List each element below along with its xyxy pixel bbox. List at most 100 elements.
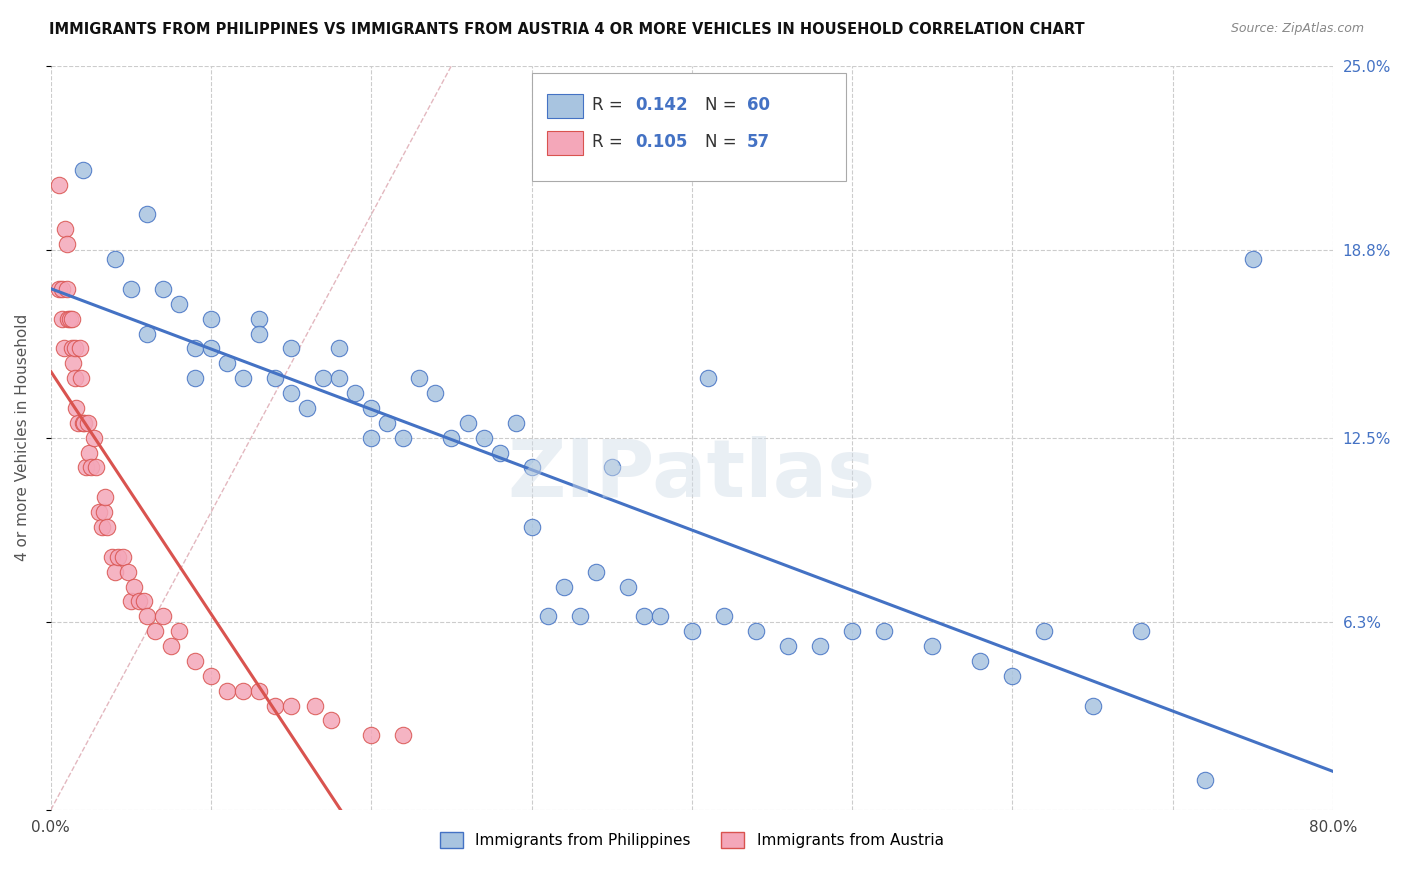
Point	[232, 683, 254, 698]
Point	[360, 431, 382, 445]
Point	[505, 416, 527, 430]
Point	[111, 549, 134, 564]
Point	[585, 565, 607, 579]
Point	[247, 326, 270, 341]
Point	[247, 683, 270, 698]
Point	[841, 624, 863, 639]
Point	[633, 609, 655, 624]
Point	[377, 416, 399, 430]
Bar	[547, 131, 583, 155]
Point	[59, 311, 82, 326]
Point	[1129, 624, 1152, 639]
Point	[100, 549, 122, 564]
Point	[297, 401, 319, 415]
Point	[648, 609, 671, 624]
Point	[280, 342, 302, 356]
Point	[96, 520, 118, 534]
Point	[776, 639, 799, 653]
Point	[104, 252, 127, 266]
Point	[1241, 252, 1264, 266]
Point	[91, 520, 114, 534]
Point	[167, 297, 190, 311]
Point	[104, 565, 127, 579]
Point	[304, 698, 326, 713]
Point	[360, 401, 382, 415]
Point	[184, 654, 207, 668]
Point	[408, 371, 430, 385]
Point	[72, 162, 94, 177]
Point	[321, 714, 343, 728]
Point	[200, 311, 222, 326]
Point	[70, 371, 93, 385]
Point	[200, 342, 222, 356]
Point	[84, 460, 107, 475]
Point	[1081, 698, 1104, 713]
Text: IMMIGRANTS FROM PHILIPPINES VS IMMIGRANTS FROM AUSTRIA 4 OR MORE VEHICLES IN HOU: IMMIGRANTS FROM PHILIPPINES VS IMMIGRANT…	[49, 22, 1085, 37]
Point	[184, 342, 207, 356]
Point	[73, 416, 96, 430]
Point	[969, 654, 991, 668]
Bar	[547, 94, 583, 118]
Point	[520, 460, 543, 475]
Point	[681, 624, 703, 639]
Text: 0.105: 0.105	[636, 133, 688, 152]
Point	[921, 639, 943, 653]
Point	[136, 207, 159, 221]
Point	[280, 698, 302, 713]
Point	[536, 609, 558, 624]
Point	[745, 624, 768, 639]
Point	[217, 356, 239, 370]
Point	[713, 609, 735, 624]
Text: 60: 60	[747, 96, 770, 114]
Point	[264, 698, 287, 713]
Text: Source: ZipAtlas.com: Source: ZipAtlas.com	[1230, 22, 1364, 36]
Point	[472, 431, 495, 445]
Point	[553, 580, 575, 594]
Point	[62, 356, 84, 370]
Point	[392, 728, 415, 742]
Point	[247, 311, 270, 326]
Point	[65, 401, 87, 415]
Point	[87, 505, 110, 519]
Text: R =: R =	[592, 133, 628, 152]
Point	[58, 311, 80, 326]
Point	[264, 371, 287, 385]
Point	[488, 445, 510, 459]
Point	[76, 416, 98, 430]
Point	[520, 520, 543, 534]
Point	[425, 386, 447, 401]
Point	[60, 342, 83, 356]
Point	[56, 237, 79, 252]
Point	[457, 416, 479, 430]
Legend: Immigrants from Philippines, Immigrants from Austria: Immigrants from Philippines, Immigrants …	[434, 826, 949, 855]
Point	[344, 386, 367, 401]
Text: N =: N =	[704, 96, 741, 114]
Point	[51, 282, 73, 296]
Point	[392, 431, 415, 445]
Text: N =: N =	[704, 133, 741, 152]
Point	[568, 609, 591, 624]
Point	[200, 669, 222, 683]
Point	[217, 683, 239, 698]
Text: R =: R =	[592, 96, 628, 114]
Point	[120, 282, 142, 296]
Point	[117, 565, 139, 579]
Point	[56, 282, 79, 296]
Point	[696, 371, 718, 385]
Point	[184, 371, 207, 385]
Point	[51, 311, 73, 326]
Point	[616, 580, 638, 594]
Point	[79, 445, 101, 459]
Point	[83, 431, 105, 445]
Point	[600, 460, 623, 475]
Text: 0.142: 0.142	[636, 96, 688, 114]
Text: 57: 57	[747, 133, 770, 152]
Point	[152, 609, 174, 624]
Point	[72, 416, 94, 430]
Point	[360, 728, 382, 742]
Point	[75, 460, 97, 475]
Point	[63, 371, 86, 385]
Text: ZIPatlas: ZIPatlas	[508, 436, 876, 514]
Point	[53, 222, 76, 236]
Point	[132, 594, 155, 608]
